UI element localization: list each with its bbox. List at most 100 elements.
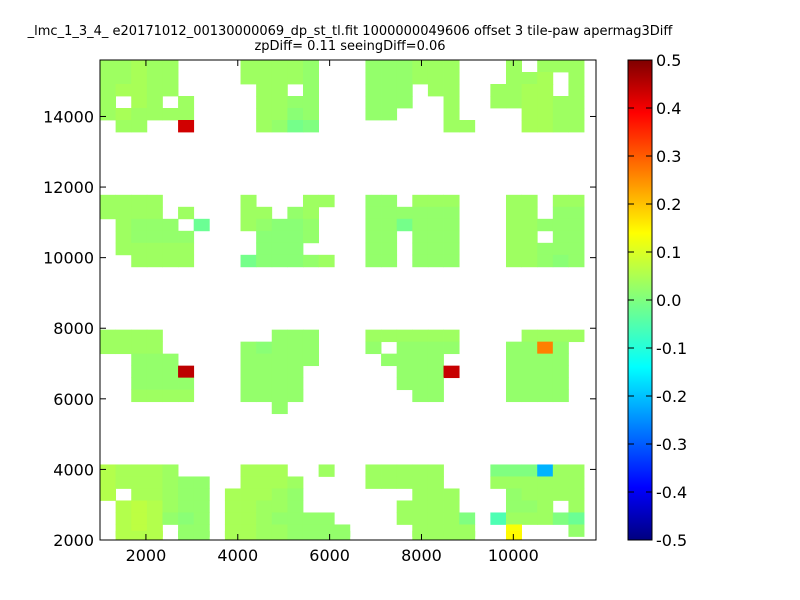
heatmap-cell <box>365 329 382 343</box>
heatmap-cell <box>271 242 288 256</box>
heatmap-cell <box>146 218 163 232</box>
heatmap-cell <box>365 206 382 220</box>
heatmap-cell <box>443 530 460 540</box>
heatmap-cell <box>178 365 195 379</box>
heatmap-cell <box>412 530 429 540</box>
colorbar-tick-label: -0.2 <box>656 387 687 406</box>
heatmap-cell <box>271 500 288 513</box>
heatmap-cell <box>568 329 585 343</box>
heatmap-cell <box>287 329 304 343</box>
heatmap-cell <box>271 365 288 379</box>
x-tick-label: 10000 <box>488 546 539 565</box>
heatmap-cell <box>146 108 163 121</box>
heatmap-cell <box>240 353 257 367</box>
heatmap-cells <box>100 60 585 540</box>
heatmap-cell <box>178 242 195 256</box>
heatmap-cell <box>381 108 398 121</box>
heatmap-cell <box>552 389 569 403</box>
heatmap-cell <box>381 96 398 109</box>
heatmap-cell <box>240 254 257 268</box>
heatmap-cell <box>240 512 257 525</box>
heatmap-cell <box>427 206 444 220</box>
heatmap-cell <box>505 488 522 501</box>
heatmap-cell <box>505 206 522 220</box>
heatmap-cell <box>256 254 273 268</box>
heatmap-cell <box>568 524 585 537</box>
y-tick-label: 2000 <box>53 531 94 550</box>
heatmap-cell <box>396 96 413 109</box>
x-tick-label: 2000 <box>126 546 167 565</box>
heatmap-cell <box>412 365 429 379</box>
heatmap-cell <box>443 206 460 220</box>
heatmap-cell <box>552 206 569 220</box>
heatmap-cell <box>100 72 117 85</box>
heatmap-cell <box>427 60 444 73</box>
heatmap-cell <box>396 377 413 391</box>
heatmap-cell <box>537 108 554 121</box>
heatmap-cell <box>131 108 148 121</box>
heatmap-cell <box>131 230 148 244</box>
heatmap-cell <box>302 341 319 355</box>
heatmap-cell <box>412 341 429 355</box>
heatmap-cell <box>115 500 132 513</box>
plot-frame <box>99 59 597 541</box>
heatmap-cell <box>100 476 117 489</box>
heatmap-cell <box>162 84 179 97</box>
heatmap-cell <box>162 242 179 256</box>
heatmap-cell <box>115 242 132 256</box>
heatmap-cell <box>521 500 538 513</box>
heatmap-cell <box>552 120 569 133</box>
heatmap-cell <box>318 530 335 540</box>
heatmap-cell <box>115 194 132 208</box>
heatmap-cell <box>381 84 398 97</box>
heatmap-cell <box>443 500 460 513</box>
heatmap-cell <box>505 377 522 391</box>
heatmap-cell <box>178 377 195 391</box>
heatmap-cell <box>271 230 288 244</box>
heatmap-cell <box>318 464 335 477</box>
heatmap-cell <box>521 120 538 133</box>
heatmap-cell <box>131 242 148 256</box>
heatmap-cell <box>412 500 429 513</box>
heatmap-cell <box>287 389 304 403</box>
chart-subtitle: zpDiff= 0.11 seeingDiff=0.06 <box>254 39 446 54</box>
heatmap-cell <box>412 60 429 73</box>
heatmap-cell <box>271 488 288 501</box>
heatmap-cell <box>537 72 554 85</box>
heatmap-cell <box>427 464 444 477</box>
heatmap-cell <box>287 512 304 525</box>
heatmap-cell <box>162 353 179 367</box>
heatmap-cell <box>521 476 538 489</box>
heatmap-cell <box>568 72 585 85</box>
heatmap-cell <box>131 353 148 367</box>
heatmap-cell <box>146 194 163 208</box>
heatmap-cell <box>131 476 148 489</box>
heatmap-cell <box>505 476 522 489</box>
heatmap-cell <box>131 512 148 525</box>
heatmap-cell <box>537 218 554 232</box>
heatmap-cell <box>271 84 288 97</box>
heatmap-cell <box>240 377 257 391</box>
heatmap-cell <box>146 365 163 379</box>
heatmap-cell <box>490 512 507 525</box>
heatmap-cell <box>490 464 507 477</box>
heatmap-cell <box>568 218 585 232</box>
heatmap-cell <box>427 512 444 525</box>
y-tick-label: 12000 <box>43 178 94 197</box>
heatmap-cell <box>412 377 429 391</box>
heatmap-cell <box>412 512 429 525</box>
heatmap-cell <box>256 84 273 97</box>
heatmap-cell <box>271 341 288 355</box>
heatmap-cell <box>521 230 538 244</box>
heatmap-cell <box>271 96 288 109</box>
heatmap-cell <box>365 218 382 232</box>
heatmap-cell <box>224 512 241 525</box>
heatmap-cell <box>131 194 148 208</box>
heatmap-cell <box>412 206 429 220</box>
heatmap-cell <box>381 72 398 85</box>
colorbar-tick-label: -0.3 <box>656 435 687 454</box>
heatmap-cell <box>302 96 319 109</box>
x-tick-label: 4000 <box>217 546 258 565</box>
heatmap-cell <box>490 476 507 489</box>
heatmap-cell <box>131 377 148 391</box>
